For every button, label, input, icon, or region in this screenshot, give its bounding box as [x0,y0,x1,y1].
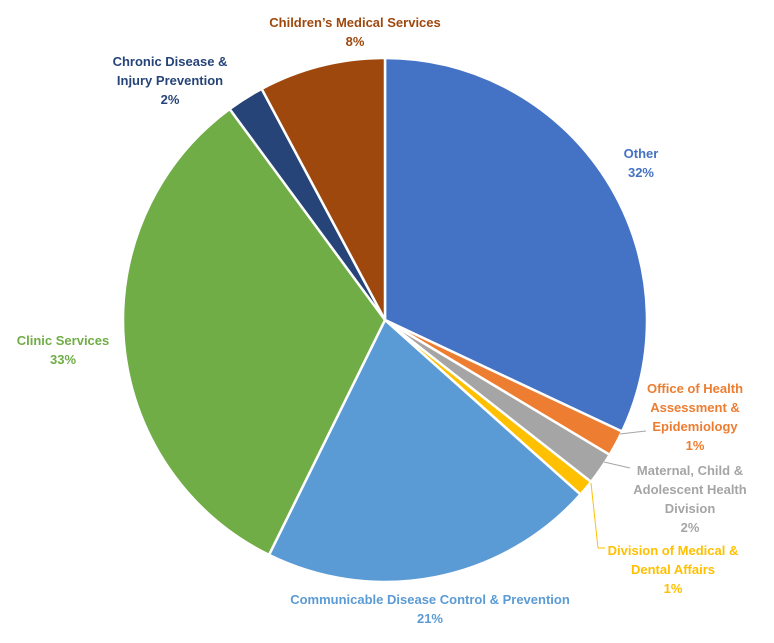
data-label-percent: 1% [685,438,705,453]
data-label-name: Division [664,501,716,516]
data-label-name: Clinic Services [16,333,110,348]
pie-slice-5 [121,107,387,557]
data-label-5: Clinic Services 33% [17,331,110,369]
data-label-0: Other 32% [624,144,659,182]
pie-slice-0 [383,56,649,434]
pie-slice-7 [259,56,387,321]
data-label-name: Office of Health [646,381,744,396]
leader-line-0 [619,430,647,435]
data-label-name: Adolescent Health [633,482,747,497]
data-label-percent: 2% [680,520,700,535]
data-label-name: Chronic Disease & [112,54,228,69]
data-label-percent: 33% [49,352,77,367]
pie-slice-4 [267,317,583,584]
data-label-percent: 32% [627,165,655,180]
data-label-name: Injury Prevention [116,73,224,88]
data-label-4: Communicable Disease Control & Preventio… [290,590,570,628]
leader-line-1 [603,461,631,469]
data-label-name: Children’s Medical Services [269,15,441,30]
data-label-3: Division of Medical & Dental Affairs 1% [608,541,739,598]
data-label-percent: 21% [416,611,444,626]
data-label-7: Children’s Medical Services 8% [269,13,440,51]
data-label-name: Maternal, Child & [636,463,744,478]
data-label-6: Chronic Disease & Injury Prevention 2% [113,52,228,109]
data-label-name: Other [623,146,659,161]
data-label-1: Office of Health Assessment & Epidemiology… [647,379,743,455]
data-label-percent: 2% [160,92,180,107]
data-label-percent: 8% [345,34,365,49]
data-label-name: Division of Medical & [607,543,739,558]
data-label-name: Assessment & [650,400,740,415]
data-label-name: Communicable Disease Control & Preventio… [290,592,570,607]
data-label-name: Epidemiology [652,419,738,434]
data-label-percent: 1% [663,581,683,596]
leader-line-2 [590,482,599,549]
data-label-name: Dental Affairs [630,562,716,577]
data-label-2: Maternal, Child & Adolescent Health Divisi… [633,461,746,537]
